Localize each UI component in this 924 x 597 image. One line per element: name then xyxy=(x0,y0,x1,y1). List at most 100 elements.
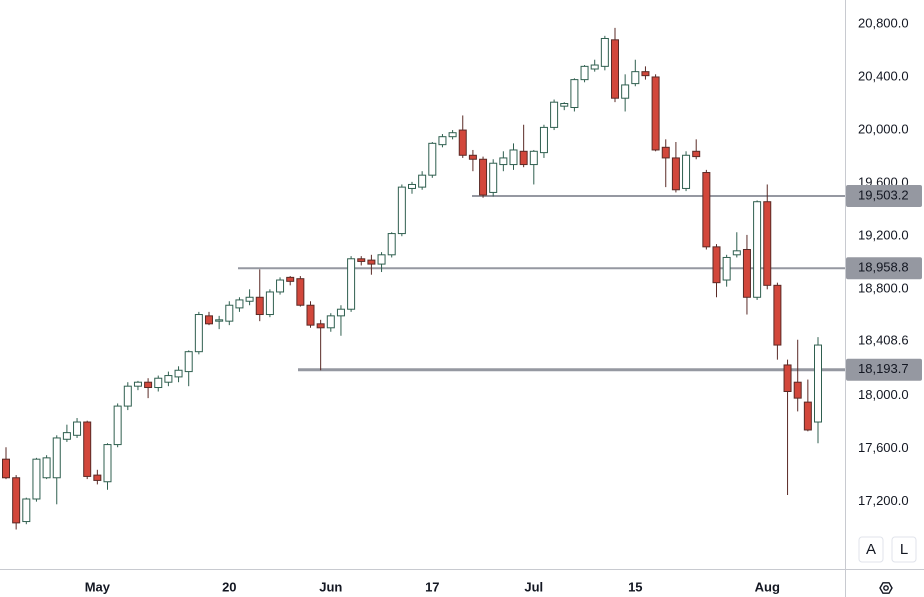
button-box[interactable] xyxy=(858,536,884,563)
candle-body xyxy=(479,158,488,196)
auto-button[interactable]: A xyxy=(858,536,884,563)
candle-body xyxy=(133,381,142,387)
candle-body xyxy=(418,174,427,188)
button-label[interactable]: L xyxy=(900,541,908,558)
candle-body xyxy=(742,248,751,298)
candle-body xyxy=(509,149,518,166)
candle-body xyxy=(814,344,822,423)
candle-body xyxy=(712,246,721,284)
candle-body xyxy=(123,385,132,407)
candle-body xyxy=(22,498,31,523)
candle-body xyxy=(753,201,762,298)
candle-body xyxy=(793,381,802,399)
level-tag-label: 19,503.2 xyxy=(858,187,909,202)
candle-body xyxy=(550,101,559,128)
candle-body xyxy=(73,421,82,436)
candle-body xyxy=(164,375,173,383)
candle-body xyxy=(316,323,325,329)
candle-body xyxy=(489,162,498,193)
button-label[interactable]: A xyxy=(866,541,876,558)
y-tick-label: 18,000.0 xyxy=(858,387,909,402)
candle-body xyxy=(580,65,589,81)
candle-body xyxy=(62,432,71,440)
candle-body xyxy=(671,157,680,191)
candle-body xyxy=(52,437,61,479)
candle-body xyxy=(276,279,285,293)
candle-body xyxy=(408,183,416,189)
candle-body xyxy=(336,308,345,317)
candle-body xyxy=(468,154,477,160)
candle-body xyxy=(600,37,609,67)
last-price-tag xyxy=(846,330,922,353)
candle-body xyxy=(428,142,437,176)
candle-body xyxy=(215,319,224,322)
log-button[interactable]: L xyxy=(891,536,917,563)
last-price-label: 18,408.6 xyxy=(858,333,909,348)
candle-body xyxy=(83,421,92,477)
candle-body xyxy=(367,259,376,265)
candle-body xyxy=(12,477,21,524)
candle-body xyxy=(702,172,711,248)
candle-body xyxy=(692,150,701,158)
level-tag xyxy=(846,358,922,381)
y-tick-label: 20,400.0 xyxy=(858,68,909,83)
candle-body xyxy=(377,254,386,265)
candle-body xyxy=(570,79,579,108)
candle-body xyxy=(225,304,234,322)
button-box[interactable] xyxy=(891,536,917,563)
candle-body xyxy=(590,64,599,70)
candle-body xyxy=(235,299,244,309)
settings-icon[interactable] xyxy=(879,582,893,594)
candle-body xyxy=(763,201,772,286)
y-tick-label: 20,800.0 xyxy=(858,15,909,30)
candle-body xyxy=(93,474,102,481)
settings-icon-center[interactable] xyxy=(883,585,889,591)
x-tick-label: 15 xyxy=(628,579,642,594)
candle-body xyxy=(154,377,163,389)
candle-body xyxy=(387,233,396,256)
level-tag xyxy=(846,257,922,280)
candle-body xyxy=(103,444,112,483)
candle-body xyxy=(611,39,619,99)
candle-body xyxy=(306,304,315,326)
x-tick-label: Aug xyxy=(755,579,780,594)
y-tick-label: 20,000.0 xyxy=(858,121,909,136)
candle-body xyxy=(326,315,335,329)
candle-body xyxy=(42,457,51,479)
settings-button[interactable] xyxy=(879,582,893,594)
candle-body xyxy=(184,351,193,373)
candle-body xyxy=(397,186,406,235)
x-tick-label: Jul xyxy=(524,579,543,594)
candle-body xyxy=(519,150,528,166)
candle-body xyxy=(661,146,670,159)
level-tag-label: 18,958.8 xyxy=(858,260,909,275)
candle-body xyxy=(682,154,691,189)
level-tag-label: 18,193.7 xyxy=(858,361,909,376)
candle-body xyxy=(499,157,508,166)
candle-body xyxy=(174,369,183,378)
y-tick-label: 17,200.0 xyxy=(858,493,909,508)
candle-body xyxy=(621,84,630,99)
candle-body xyxy=(803,401,812,431)
candle-body xyxy=(265,291,274,316)
candle-body xyxy=(286,276,295,282)
y-tick-label: 19,200.0 xyxy=(858,228,909,243)
candle-body xyxy=(773,284,782,346)
x-tick-label: May xyxy=(85,579,111,594)
candle-body xyxy=(357,258,366,262)
plot-area xyxy=(2,27,845,530)
candle-body xyxy=(2,458,10,479)
y-tick-label: 17,600.0 xyxy=(858,440,909,455)
candle-body xyxy=(347,258,356,310)
candle-body xyxy=(560,103,569,107)
candle-body xyxy=(245,296,254,302)
candle-body xyxy=(722,256,731,281)
x-tick-label: 17 xyxy=(425,579,439,594)
candle-body xyxy=(194,314,203,353)
x-tick-label: 20 xyxy=(222,579,236,594)
candle-body xyxy=(539,126,548,154)
candle-body xyxy=(458,129,467,156)
candle-body xyxy=(438,136,447,146)
